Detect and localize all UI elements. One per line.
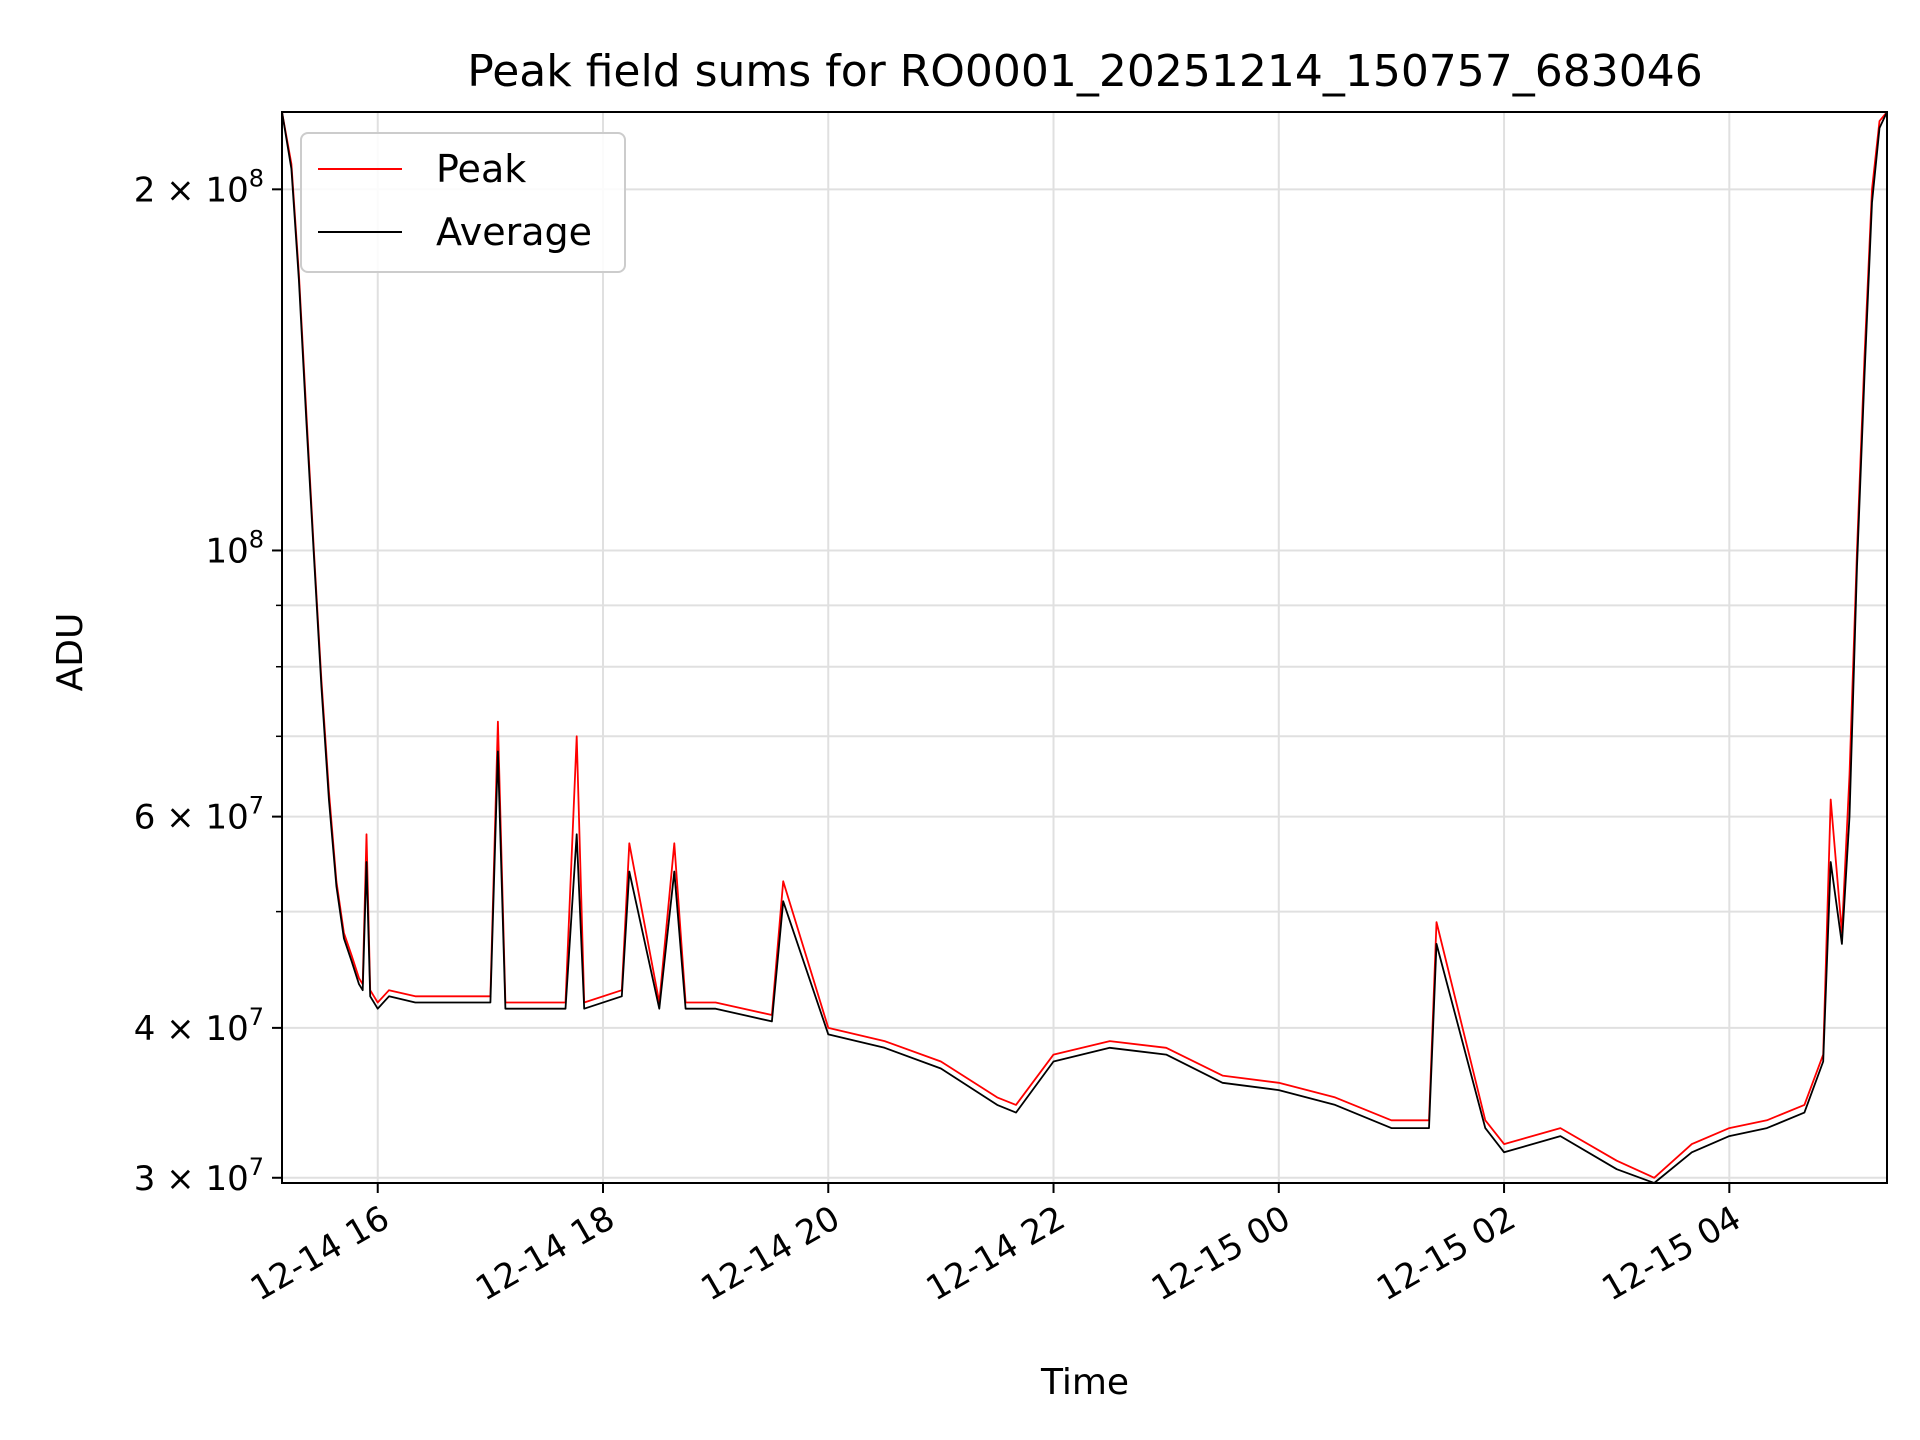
legend: Peak Average (300, 132, 626, 273)
y-tick-label: 4 × 107 (134, 1003, 264, 1049)
series-line-average (281, 111, 1888, 1184)
legend-label-peak: Peak (436, 147, 526, 191)
legend-label-average: Average (436, 210, 592, 254)
y-tick-label: 2 × 108 (134, 164, 264, 210)
y-tick-label: 108 (205, 525, 264, 571)
y-tick-label: 3 × 107 (134, 1153, 264, 1199)
y-tick-label: 6 × 107 (134, 792, 264, 838)
axes-frame (281, 111, 1888, 1184)
series-line-peak (281, 111, 1888, 1179)
legend-box (300, 132, 626, 273)
chart-title: Peak field sums for RO0001_20251214_1507… (467, 46, 1703, 97)
series-layer (281, 111, 1888, 1184)
y-axis-label: ADU (50, 613, 91, 692)
x-axis-label: Time (1040, 1362, 1129, 1403)
